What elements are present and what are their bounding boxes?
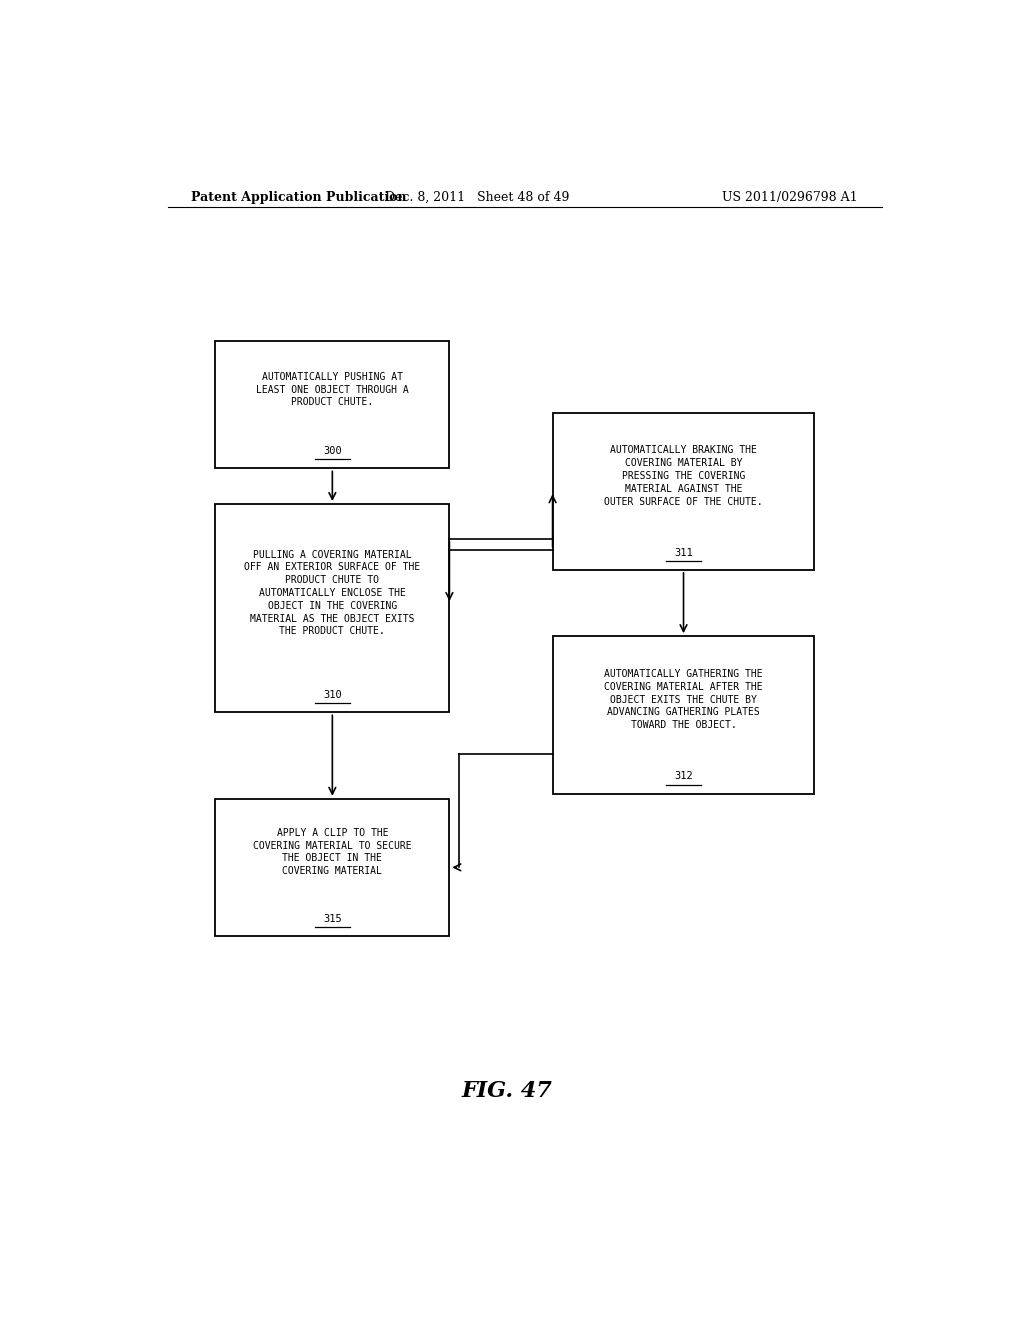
- Text: AUTOMATICALLY PUSHING AT
LEAST ONE OBJECT THROUGH A
PRODUCT CHUTE.: AUTOMATICALLY PUSHING AT LEAST ONE OBJEC…: [256, 372, 409, 408]
- Text: Dec. 8, 2011   Sheet 48 of 49: Dec. 8, 2011 Sheet 48 of 49: [385, 190, 569, 203]
- Text: 300: 300: [323, 446, 342, 457]
- Text: US 2011/0296798 A1: US 2011/0296798 A1: [723, 190, 858, 203]
- Text: 315: 315: [323, 913, 342, 924]
- Text: 310: 310: [323, 690, 342, 700]
- FancyBboxPatch shape: [215, 799, 450, 936]
- FancyBboxPatch shape: [215, 342, 450, 469]
- FancyBboxPatch shape: [553, 412, 814, 570]
- Text: APPLY A CLIP TO THE
COVERING MATERIAL TO SECURE
THE OBJECT IN THE
COVERING MATER: APPLY A CLIP TO THE COVERING MATERIAL TO…: [253, 828, 412, 876]
- Text: AUTOMATICALLY BRAKING THE
COVERING MATERIAL BY
PRESSING THE COVERING
MATERIAL AG: AUTOMATICALLY BRAKING THE COVERING MATER…: [604, 445, 763, 507]
- Text: AUTOMATICALLY GATHERING THE
COVERING MATERIAL AFTER THE
OBJECT EXITS THE CHUTE B: AUTOMATICALLY GATHERING THE COVERING MAT…: [604, 669, 763, 730]
- Text: PULLING A COVERING MATERIAL
OFF AN EXTERIOR SURFACE OF THE
PRODUCT CHUTE TO
AUTO: PULLING A COVERING MATERIAL OFF AN EXTER…: [245, 549, 421, 636]
- Text: 312: 312: [674, 771, 693, 781]
- Text: FIG. 47: FIG. 47: [461, 1081, 552, 1102]
- Text: Patent Application Publication: Patent Application Publication: [191, 190, 407, 203]
- Text: 311: 311: [674, 548, 693, 558]
- FancyBboxPatch shape: [215, 504, 450, 713]
- FancyBboxPatch shape: [553, 636, 814, 793]
